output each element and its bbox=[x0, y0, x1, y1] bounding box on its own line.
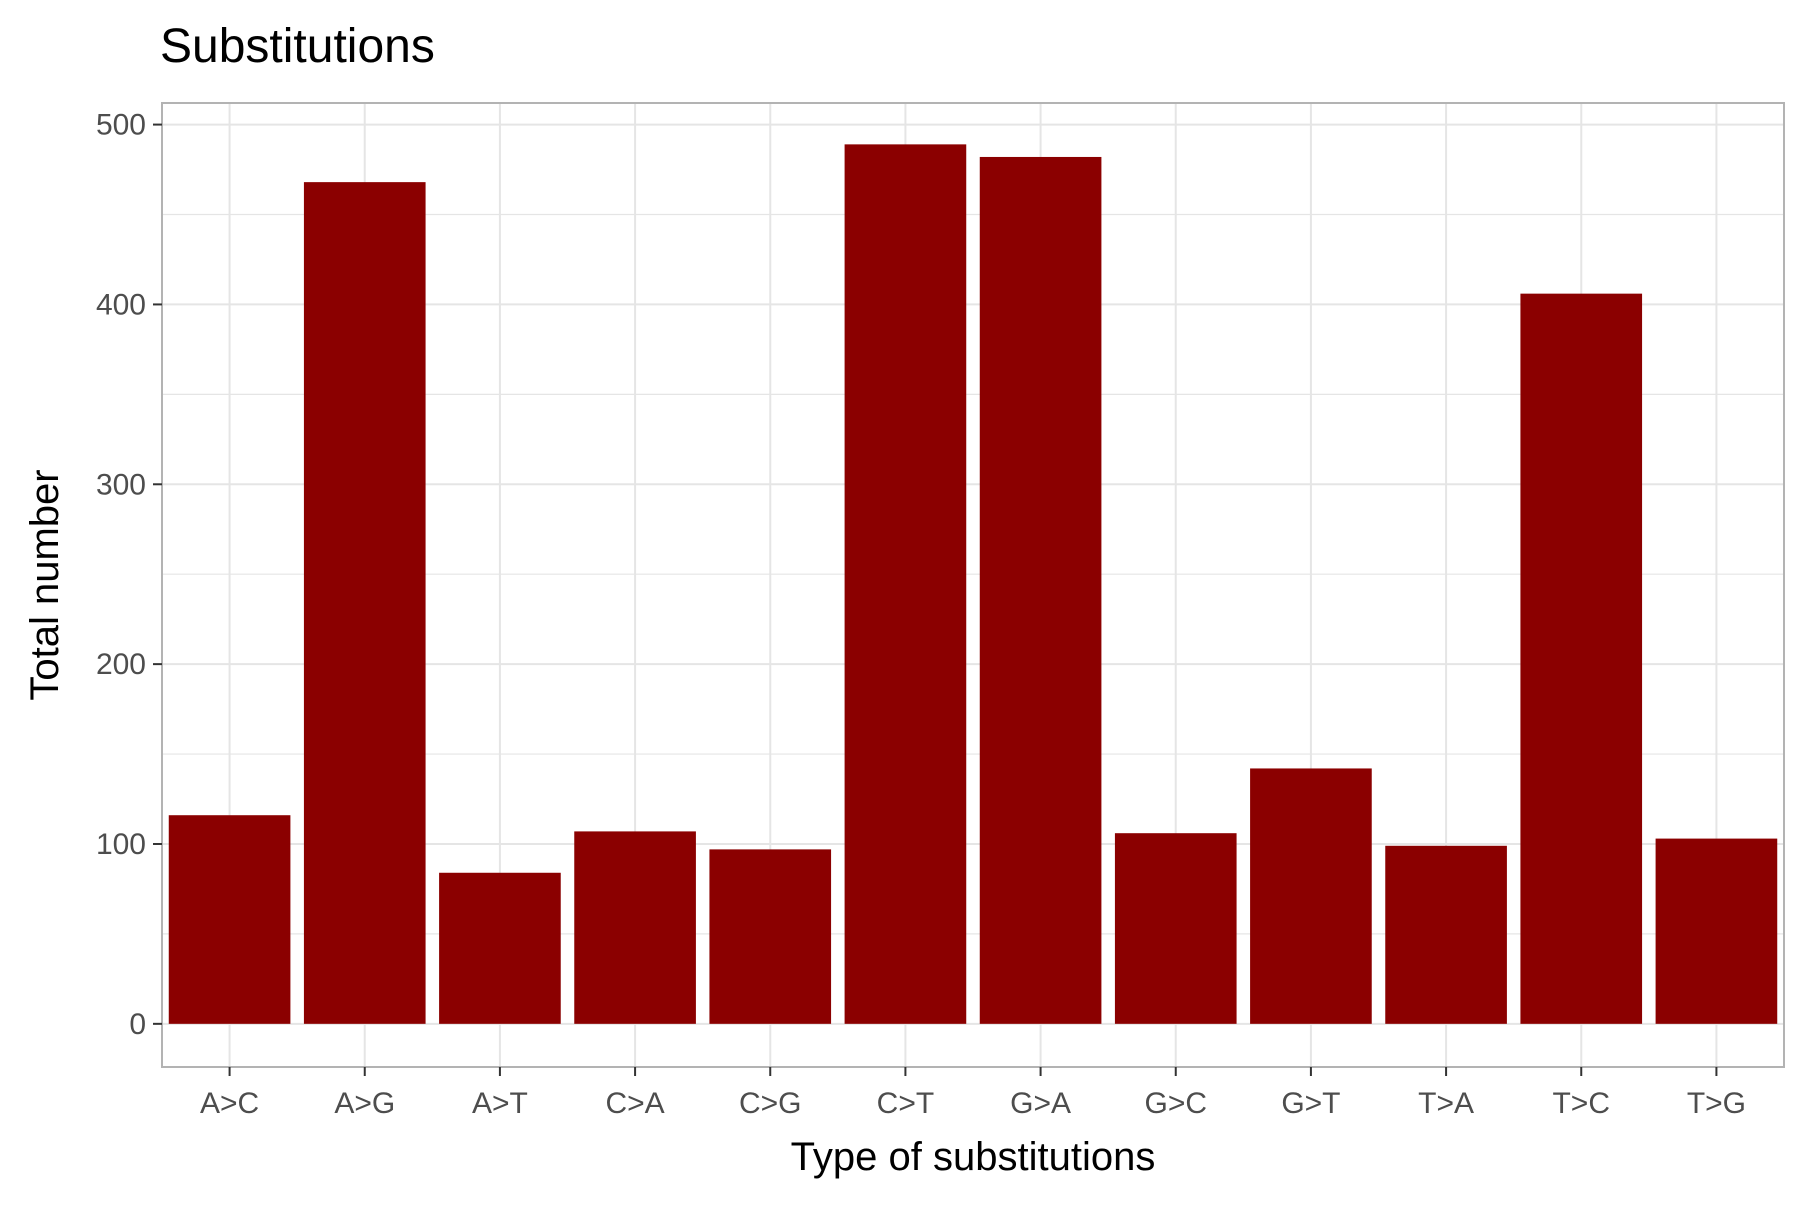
x-tick-label: G>A bbox=[1010, 1087, 1071, 1120]
bar-G-to-C bbox=[1114, 833, 1237, 1024]
x-tick-label: T>A bbox=[1418, 1087, 1474, 1120]
x-tick-label: A>G bbox=[334, 1087, 395, 1120]
bar-T-to-A bbox=[1385, 845, 1507, 1024]
bar-C-to-G bbox=[709, 849, 832, 1024]
bar-A-to-T bbox=[439, 872, 561, 1024]
x-tick-label: A>C bbox=[200, 1087, 259, 1120]
bar-G-to-A bbox=[979, 156, 1102, 1024]
y-tick-label: 0 bbox=[129, 1008, 146, 1041]
x-tick-label: C>T bbox=[877, 1087, 935, 1120]
bar-C-to-A bbox=[574, 831, 696, 1024]
y-tick-label: 500 bbox=[96, 109, 146, 142]
y-tick-label: 400 bbox=[96, 288, 146, 321]
bar-A-to-C bbox=[168, 815, 291, 1024]
bar-T-to-C bbox=[1520, 293, 1643, 1024]
y-axis-title: Total number bbox=[23, 469, 67, 700]
y-tick-label: 100 bbox=[96, 828, 146, 861]
x-tick-label: T>G bbox=[1687, 1087, 1746, 1120]
bar-A-to-G bbox=[303, 182, 426, 1024]
y-tick-label: 300 bbox=[96, 468, 146, 501]
bars-layer bbox=[168, 144, 1778, 1024]
x-axis-title: Type of substitutions bbox=[791, 1135, 1156, 1179]
x-tick-label: T>C bbox=[1552, 1087, 1610, 1120]
x-tick-label: C>A bbox=[605, 1087, 664, 1120]
ticks-layer: 0 100 200 300 400 500 A>C A>G A>T C>A C>G C>T G>A G>C… bbox=[96, 109, 1746, 1120]
bar-G-to-T bbox=[1250, 768, 1372, 1024]
panel-border bbox=[161, 102, 1785, 1068]
y-tick-label: 200 bbox=[96, 648, 146, 681]
x-tick-label: G>C bbox=[1144, 1087, 1207, 1120]
chart-title: Substitutions bbox=[160, 20, 435, 73]
x-tick-label: C>G bbox=[739, 1087, 802, 1120]
x-tick-label: A>T bbox=[472, 1087, 528, 1120]
bar-C-to-T bbox=[844, 144, 967, 1024]
x-tick-label: G>T bbox=[1281, 1087, 1340, 1120]
bar-T-to-G bbox=[1655, 838, 1778, 1024]
